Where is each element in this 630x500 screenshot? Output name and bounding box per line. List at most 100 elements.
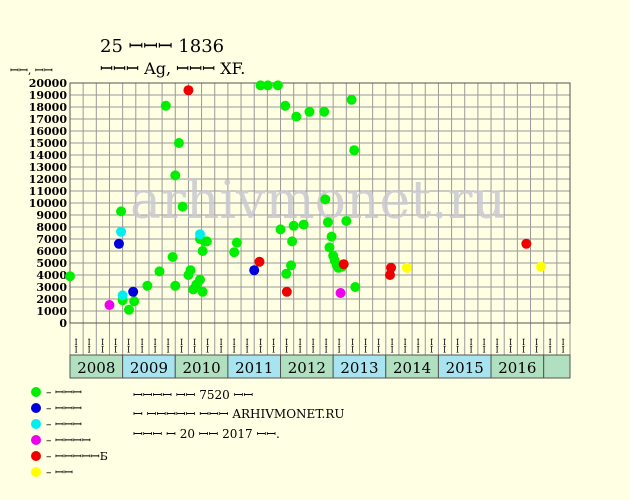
data-point [104, 300, 115, 310]
data-point [298, 219, 309, 230]
data-point [281, 268, 292, 279]
data-point [229, 247, 240, 258]
year-label: 2009 [130, 359, 168, 377]
footer-note-1: ꟷꟷꟷꟷ ꟷꟷ 7520 ꟷꟷ [133, 388, 254, 402]
data-point [170, 280, 181, 291]
data-point [291, 111, 302, 122]
month-label: ꟷꟷ [112, 338, 122, 353]
y-tick-label: 2000 [36, 293, 67, 306]
month-label: ꟷꟷ [428, 338, 438, 353]
data-point [288, 220, 299, 231]
data-point [346, 94, 357, 105]
y-tick-label: 10000 [29, 197, 68, 210]
year-label: 2016 [498, 359, 536, 377]
year-cell [543, 354, 571, 379]
year-label: 2010 [182, 359, 220, 377]
y-tick-label: 15000 [29, 137, 68, 150]
year-label: 2013 [340, 359, 378, 377]
year-label: 2011 [235, 359, 273, 377]
data-point [249, 265, 260, 276]
y-axis-label: ꟷꟷ, ꟷꟷ [10, 64, 53, 77]
month-label: ꟷꟷ [270, 338, 280, 353]
data-point [129, 296, 140, 307]
month-label: ꟷꟷ [546, 338, 556, 353]
legend-label: – ꟷꟷꟷꟷꟷБ [46, 450, 108, 463]
y-tick-label: 3000 [36, 281, 67, 294]
y-tick-label: 12000 [29, 173, 68, 186]
data-point [272, 80, 283, 91]
month-label: ꟷꟷ [309, 338, 319, 353]
data-point [319, 106, 330, 117]
y-tick-label: 6000 [36, 245, 67, 258]
month-label: ꟷꟷ [73, 338, 83, 353]
month-label: ꟷꟷ [230, 338, 240, 353]
y-tick-label: 7000 [36, 233, 67, 246]
legend-dot-icon [31, 387, 41, 397]
month-label: ꟷꟷ [191, 338, 201, 353]
y-tick-label: 19000 [29, 89, 68, 102]
y-tick-label: 0 [59, 317, 67, 330]
month-label: ꟷꟷ [178, 338, 188, 353]
data-point [322, 217, 333, 228]
data-point [401, 262, 412, 273]
data-point [177, 201, 188, 212]
data-point [338, 259, 349, 270]
month-label: ꟷꟷ [520, 338, 530, 353]
data-point [326, 231, 337, 242]
data-point [185, 265, 196, 276]
month-label: ꟷꟷ [559, 338, 569, 353]
data-point [142, 280, 153, 291]
month-label: ꟷꟷ [388, 338, 398, 353]
month-label: ꟷꟷ [349, 338, 359, 353]
data-point [275, 224, 286, 235]
y-tick-label: 16000 [29, 125, 68, 138]
data-point [341, 216, 352, 226]
data-point [350, 282, 361, 292]
legend-label: – ꟷꟷꟷ [46, 386, 82, 399]
month-label: ꟷꟷ [296, 338, 306, 353]
month-label: ꟷꟷ [375, 338, 385, 353]
data-point [262, 80, 273, 91]
y-tick-label: 9000 [36, 209, 67, 222]
data-point [280, 100, 291, 111]
month-label: ꟷꟷ [362, 338, 372, 353]
legend-dot-icon [31, 403, 41, 413]
month-label: ꟷꟷ [165, 338, 175, 353]
data-points [65, 80, 547, 315]
month-label: ꟷꟷ [402, 338, 412, 353]
data-point [116, 206, 127, 217]
data-point [113, 238, 124, 249]
month-label: ꟷꟷ [467, 338, 477, 353]
data-point [281, 286, 292, 297]
month-label: ꟷꟷ [454, 338, 464, 353]
page-title: 25 ꟷꟷꟷ 1836 [100, 36, 225, 57]
month-label: ꟷꟷ [99, 338, 109, 353]
y-tick-label: 14000 [29, 149, 68, 162]
data-point [160, 100, 171, 111]
year-label: 2015 [446, 359, 484, 377]
data-point [154, 266, 165, 277]
data-point [201, 236, 212, 247]
data-point [386, 262, 397, 273]
data-point [183, 85, 194, 96]
y-tick-label: 8000 [36, 221, 67, 234]
month-label: ꟷꟷ [217, 338, 227, 353]
month-label: ꟷꟷ [125, 338, 135, 353]
month-label: ꟷꟷ [507, 338, 517, 353]
y-tick-label: 20000 [29, 77, 68, 90]
month-label: ꟷꟷ [257, 338, 267, 353]
month-label: ꟷꟷ [244, 338, 254, 353]
legend-label: – ꟷꟷ [46, 466, 73, 479]
page-subtitle: ꟷꟷꟷ Ag, ꟷꟷꟷ XF. [100, 59, 246, 78]
year-label: 2014 [393, 359, 431, 377]
y-tick-label: 4000 [36, 269, 67, 282]
data-point [231, 237, 242, 248]
month-label: ꟷꟷ [152, 338, 162, 353]
data-point [254, 256, 265, 267]
y-tick-label: 13000 [29, 161, 68, 174]
data-point [128, 286, 139, 297]
data-point [117, 290, 128, 301]
data-point [195, 229, 205, 240]
data-point [320, 194, 331, 205]
data-point [335, 288, 346, 298]
